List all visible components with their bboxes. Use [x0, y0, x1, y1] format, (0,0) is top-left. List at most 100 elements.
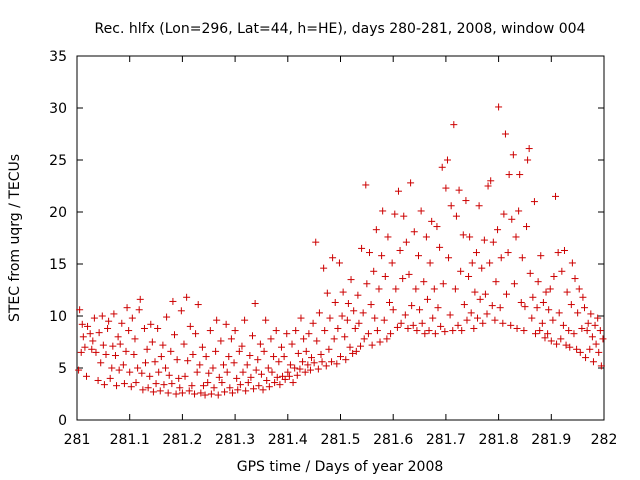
data-point	[592, 340, 600, 348]
data-point	[86, 330, 94, 338]
data-point	[123, 304, 131, 312]
data-point	[560, 246, 568, 254]
data-point	[176, 384, 184, 392]
data-point	[354, 291, 362, 299]
data-point	[378, 252, 386, 260]
data-point	[238, 342, 246, 350]
data-point	[596, 327, 604, 335]
data-point	[273, 373, 281, 381]
data-point	[159, 341, 167, 349]
data-point	[442, 184, 450, 192]
data-point	[414, 252, 422, 260]
data-point	[89, 337, 97, 345]
data-point	[82, 372, 90, 380]
data-point	[95, 329, 103, 337]
data-point	[164, 389, 172, 397]
data-point	[140, 324, 148, 332]
data-point	[404, 324, 412, 332]
data-point	[584, 319, 592, 327]
data-point	[220, 361, 228, 369]
data-point	[193, 368, 201, 376]
data-point	[396, 246, 404, 254]
data-point	[384, 233, 392, 241]
x-tick-label: 281.3	[215, 432, 255, 448]
data-point	[513, 324, 521, 332]
data-point	[504, 249, 512, 257]
data-point	[503, 290, 511, 298]
data-point	[184, 357, 192, 365]
data-point	[260, 347, 268, 355]
data-point	[267, 335, 275, 343]
data-point	[280, 353, 288, 361]
data-point	[589, 358, 597, 366]
data-point	[309, 319, 317, 327]
data-point	[84, 322, 92, 330]
data-point	[412, 285, 420, 293]
data-point	[244, 379, 252, 387]
data-point	[541, 334, 549, 342]
data-point	[407, 179, 415, 187]
data-point	[235, 347, 243, 355]
data-point	[426, 259, 434, 267]
data-point	[326, 314, 334, 322]
data-point	[318, 358, 326, 366]
data-point	[204, 379, 212, 387]
data-point	[215, 373, 223, 381]
data-point	[534, 278, 542, 286]
data-point	[421, 330, 429, 338]
data-point	[314, 365, 322, 373]
data-point	[180, 340, 188, 348]
data-point	[212, 347, 220, 355]
data-point	[283, 330, 291, 338]
data-point	[583, 327, 591, 335]
data-point	[430, 285, 438, 293]
data-point	[236, 381, 244, 389]
data-point	[335, 259, 343, 267]
data-point	[566, 343, 574, 351]
data-point	[149, 388, 157, 396]
data-point	[559, 321, 567, 329]
data-point	[330, 335, 338, 343]
data-point	[255, 382, 263, 390]
data-point	[271, 379, 279, 387]
data-point	[109, 342, 117, 350]
data-point	[136, 295, 144, 303]
data-point	[301, 368, 309, 376]
data-point	[488, 302, 496, 310]
data-point	[528, 314, 536, 322]
data-point	[552, 192, 560, 200]
data-point	[92, 348, 100, 356]
data-point	[214, 391, 222, 399]
x-tick-label: 281.7	[426, 432, 466, 448]
data-point	[306, 366, 314, 374]
data-point	[198, 343, 206, 351]
data-point	[457, 267, 465, 275]
data-point	[563, 288, 571, 296]
data-point	[571, 275, 579, 283]
data-point	[151, 358, 159, 366]
data-point	[242, 387, 250, 395]
data-point	[579, 293, 587, 301]
data-point	[157, 353, 165, 361]
data-point	[98, 312, 106, 320]
data-point	[357, 342, 365, 350]
data-point	[191, 390, 199, 398]
y-tick-label: 5	[58, 361, 67, 377]
data-point	[143, 345, 151, 353]
data-point	[292, 327, 300, 335]
data-point	[334, 324, 342, 332]
data-point	[154, 324, 162, 332]
data-point	[545, 306, 553, 314]
data-point	[146, 372, 154, 380]
data-point	[422, 233, 430, 241]
data-point	[531, 330, 539, 338]
data-point	[325, 345, 333, 353]
data-point	[272, 327, 280, 335]
data-point	[591, 321, 599, 329]
data-point	[226, 384, 234, 392]
data-point	[483, 310, 491, 318]
data-point	[397, 319, 405, 327]
data-point	[492, 278, 500, 286]
data-point	[104, 324, 112, 332]
data-point	[495, 103, 503, 111]
